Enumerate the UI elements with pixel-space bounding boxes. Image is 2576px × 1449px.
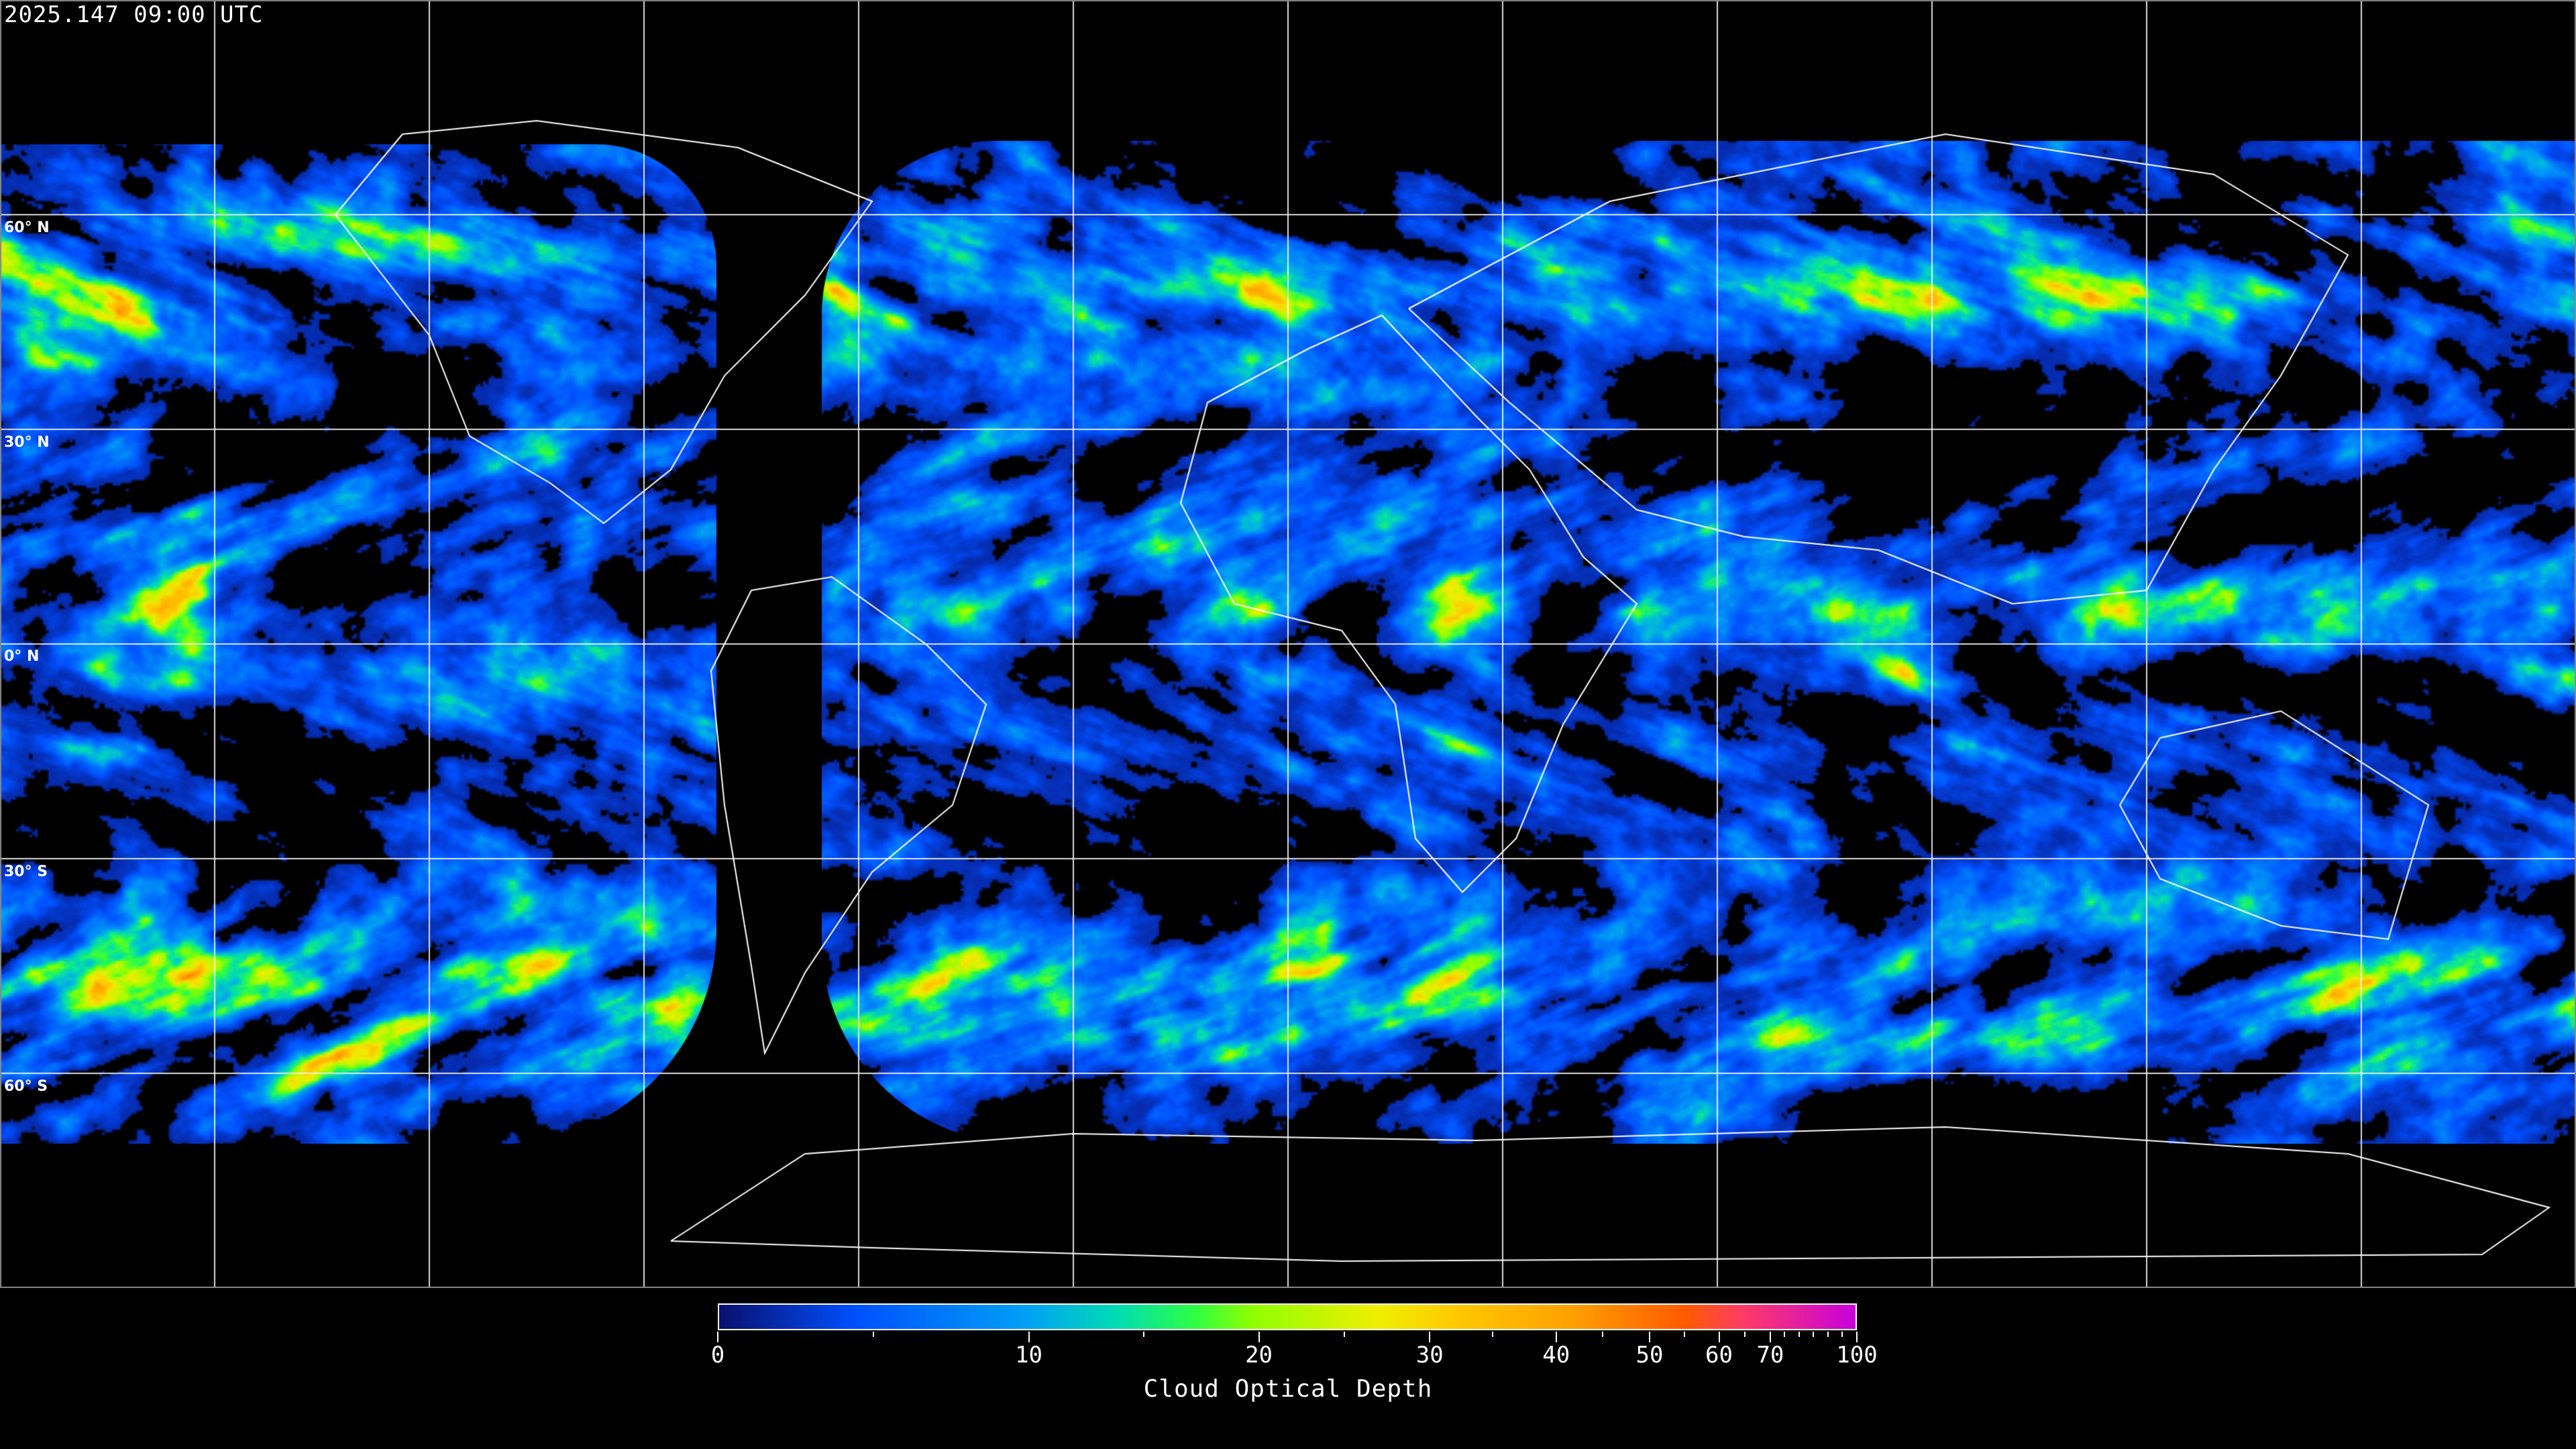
colorbar-tick-label: 40	[1542, 1342, 1570, 1368]
colorbar-minor-tick	[1143, 1332, 1145, 1337]
colorbar-minor-tick	[1683, 1332, 1685, 1337]
colorbar-tick-label: 30	[1415, 1342, 1444, 1368]
colorbar-major-tick	[1028, 1332, 1030, 1342]
colorbar-major-tick	[1258, 1332, 1260, 1342]
colorbar-major-tick	[1718, 1332, 1720, 1342]
colorbar-minor-tick	[1343, 1332, 1345, 1337]
colorbar-major-tick	[1429, 1332, 1431, 1342]
colorbar-tick-label: 20	[1245, 1342, 1273, 1368]
colorbar-minor-tick	[1841, 1332, 1843, 1337]
colorbar-minor-tick	[1492, 1332, 1494, 1337]
colorbar-label: Cloud Optical Depth	[1143, 1375, 1433, 1403]
colorbar-minor-tick	[1743, 1332, 1746, 1337]
colorbar-major-tick	[717, 1332, 718, 1342]
colorbar-major-tick	[1648, 1332, 1650, 1342]
colorbar-minor-tick	[1602, 1332, 1604, 1337]
lat-label-60n: 60° N	[4, 219, 50, 236]
lat-label-30s: 30° S	[4, 863, 48, 880]
colorbar-major-tick	[1856, 1332, 1858, 1342]
lat-label-0n: 0° N	[4, 648, 40, 665]
colorbar-tick-label: 70	[1756, 1342, 1784, 1368]
colorbar-tick-label: 50	[1635, 1342, 1664, 1368]
colorbar-tick-label: 10	[1015, 1342, 1043, 1368]
colorbar-minor-tick	[1798, 1332, 1800, 1337]
colorbar-minor-tick	[1827, 1332, 1829, 1337]
lat-label-30n: 30° N	[4, 434, 50, 451]
colorbar	[718, 1303, 1857, 1330]
colorbar-tick-label: 60	[1705, 1342, 1733, 1368]
lat-label-60s: 60° S	[4, 1078, 48, 1095]
colorbar-minor-tick	[872, 1332, 874, 1337]
colorbar-minor-tick	[1813, 1332, 1815, 1337]
timestamp-title: 2025.147 09:00 UTC	[4, 1, 264, 28]
cloud-optical-depth-map	[0, 0, 2576, 1288]
colorbar-tick-label: 100	[1836, 1342, 1878, 1368]
colorbar-major-tick	[1769, 1332, 1771, 1342]
colorbar-tick-label: 0	[710, 1342, 725, 1368]
colorbar-major-tick	[1555, 1332, 1557, 1342]
colorbar-minor-tick	[1784, 1332, 1786, 1337]
